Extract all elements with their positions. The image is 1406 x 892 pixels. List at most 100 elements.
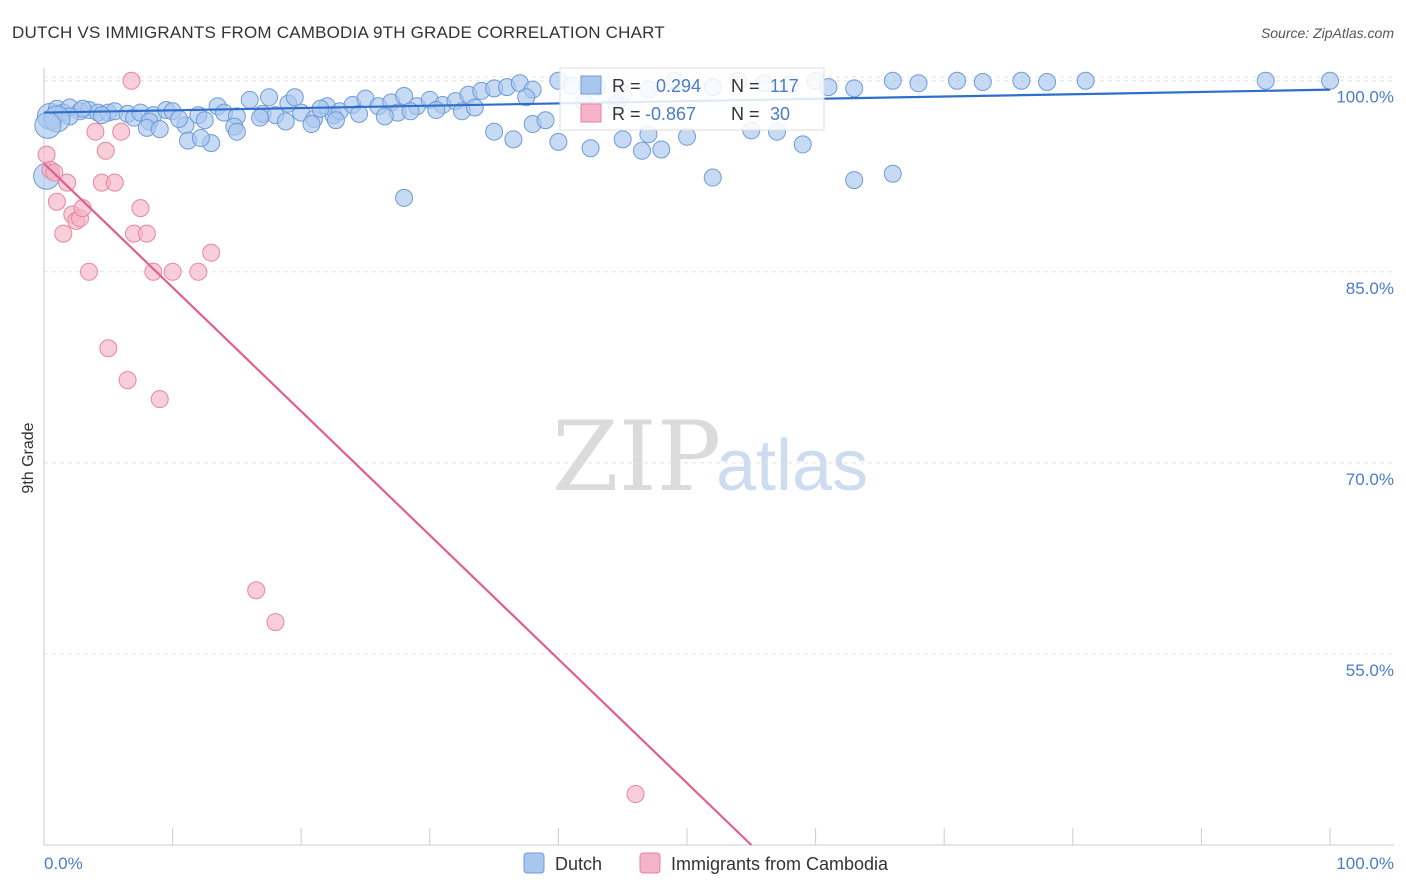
cambodia-point-22 xyxy=(150,390,169,409)
dutch-point-113 xyxy=(1038,73,1057,92)
cambodia-r-value: -0.867 xyxy=(645,104,696,124)
dutch-point-86 xyxy=(632,141,651,160)
dutch-point-115 xyxy=(517,88,536,107)
chart-source: Source: ZipAtlas.com xyxy=(1261,25,1394,41)
dutch-point-81 xyxy=(536,111,555,130)
cambodia-point-24 xyxy=(189,262,208,281)
dutch-point-111 xyxy=(909,74,928,93)
dutch-point-63 xyxy=(1321,71,1339,90)
bottom-legend: Dutch Immigrants from Cambodia xyxy=(523,852,889,874)
dutch-point-93 xyxy=(845,171,864,190)
cambodia-point-12 xyxy=(96,141,115,160)
dutch-swatch xyxy=(580,75,602,95)
dutch-point-99 xyxy=(227,122,246,141)
x-tick-label-max: 100.0% xyxy=(1336,854,1394,873)
legend-dutch-label: Dutch xyxy=(555,854,602,874)
dutch-point-78 xyxy=(485,122,504,141)
cambodia-points xyxy=(37,71,645,804)
dutch-point-116 xyxy=(191,129,210,148)
y-tick-label: 100.0% xyxy=(1336,88,1394,107)
cambodia-point-16 xyxy=(118,371,137,390)
dutch-point-105 xyxy=(395,188,414,207)
dutch-point-57 xyxy=(845,79,864,98)
dutch-point-92 xyxy=(793,135,812,154)
dutch-point-107 xyxy=(285,88,304,107)
cambodia-point-27 xyxy=(266,613,285,632)
y-tick-label: 85.0% xyxy=(1346,279,1394,298)
legend-cambodia-label: Immigrants from Cambodia xyxy=(671,854,889,874)
y-axis-label: 9th Grade xyxy=(20,422,37,493)
dutch-point-73 xyxy=(350,104,369,123)
x-axis-ticks xyxy=(43,828,1331,845)
dutch-n-label: N = xyxy=(731,76,760,96)
dutch-point-64 xyxy=(92,106,111,125)
watermark-atlas: atlas xyxy=(716,426,868,506)
dutch-point-87 xyxy=(652,140,671,159)
dutch-point-89 xyxy=(703,168,722,187)
dutch-point-60 xyxy=(1012,71,1031,90)
dutch-point-62 xyxy=(1256,71,1275,90)
cambodia-point-19 xyxy=(131,199,150,218)
chart-title: DUTCH VS IMMIGRANTS FROM CAMBODIA 9TH GR… xyxy=(12,23,665,42)
dutch-point-94 xyxy=(883,164,902,183)
stats-legend-box xyxy=(559,67,825,131)
dutch-point-114 xyxy=(465,98,484,117)
cambodia-swatch xyxy=(580,103,602,123)
cambodia-point-25 xyxy=(202,243,221,262)
cambodia-point-13 xyxy=(99,339,118,358)
cambodia-point-28 xyxy=(626,785,645,804)
cambodia-r-label: R = xyxy=(612,104,641,124)
cambodia-point-20 xyxy=(137,224,156,243)
dutch-point-83 xyxy=(581,139,600,158)
cambodia-point-4 xyxy=(58,173,77,192)
dutch-point-72 xyxy=(326,111,345,130)
cambodia-point-2 xyxy=(47,192,66,211)
dutch-n-value: 117 xyxy=(770,76,799,96)
dutch-point-22 xyxy=(260,88,279,107)
dutch-point-58 xyxy=(883,71,902,90)
cambodia-point-14 xyxy=(105,173,124,192)
dutch-point-71 xyxy=(302,115,321,134)
cambodia-point-26 xyxy=(247,581,266,600)
dutch-point-96 xyxy=(150,120,169,139)
dutch-point-66 xyxy=(170,109,189,128)
dutch-point-20 xyxy=(240,90,259,109)
dutch-point-103 xyxy=(34,111,62,139)
stats-legend: R = 0.294 N = 117 R = -0.867 N = 30 xyxy=(559,67,825,131)
dutch-point-84 xyxy=(613,130,632,149)
cambodia-point-15 xyxy=(112,122,131,141)
cambodia-trend-line xyxy=(43,162,753,846)
gridlines xyxy=(44,76,1394,655)
dutch-point-79 xyxy=(504,130,523,149)
y-tick-labels: 100.0% 85.0% 70.0% 55.0% xyxy=(1336,88,1394,680)
cambodia-point-10 xyxy=(86,122,105,141)
cambodia-point-21 xyxy=(144,262,163,281)
dutch-r-value: 0.294 xyxy=(656,76,701,96)
dutch-point-82 xyxy=(549,132,568,151)
cambodia-point-23 xyxy=(163,262,182,281)
cambodia-n-label: N = xyxy=(731,104,760,124)
cambodia-n-value: 30 xyxy=(770,104,790,124)
cambodia-point-3 xyxy=(54,224,73,243)
cambodia-point-0 xyxy=(37,145,56,164)
cambodia-point-9 xyxy=(80,262,99,281)
cambodia-point-17 xyxy=(122,71,141,90)
dutch-point-112 xyxy=(973,73,992,92)
watermark: ZIP atlas xyxy=(552,401,868,513)
dutch-point-61 xyxy=(1076,71,1095,90)
y-tick-label: 70.0% xyxy=(1346,470,1394,489)
y-tick-label: 55.0% xyxy=(1346,661,1394,680)
dutch-point-88 xyxy=(678,127,696,146)
dutch-point-69 xyxy=(251,108,270,127)
dutch-point-76 xyxy=(427,101,446,120)
dutch-point-67 xyxy=(195,111,214,130)
legend-cambodia-swatch xyxy=(639,852,661,874)
legend-dutch-swatch xyxy=(523,852,545,874)
watermark-zip: ZIP xyxy=(552,401,721,513)
dutch-point-59 xyxy=(948,71,967,90)
dutch-point-35 xyxy=(395,87,414,106)
dutch-point-70 xyxy=(276,112,295,131)
dutch-point-74 xyxy=(375,107,394,126)
x-tick-label-min: 0.0% xyxy=(44,854,83,873)
